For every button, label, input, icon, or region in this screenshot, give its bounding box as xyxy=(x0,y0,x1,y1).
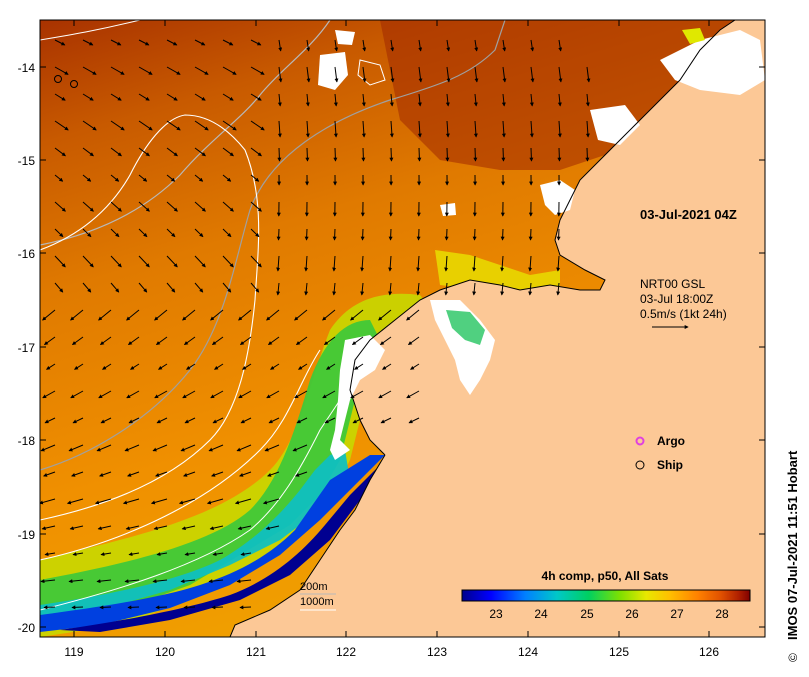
current-arrow-icon xyxy=(279,229,280,240)
cloud-mask xyxy=(335,30,355,45)
current-arrow-icon xyxy=(100,607,111,608)
current-arrow-icon xyxy=(559,148,560,161)
current-arrow-icon xyxy=(447,229,448,240)
credit-label: IMOS 07-Jul-2021 11:51 Hobart xyxy=(785,450,800,640)
current-arrow-icon xyxy=(44,607,55,608)
lat-tick-label: -17 xyxy=(18,341,36,355)
current-arrow-icon xyxy=(335,229,336,240)
current-arrow-icon xyxy=(279,148,280,161)
current-arrow-icon xyxy=(72,607,83,608)
current-model-label: NRT00 GSL xyxy=(640,277,705,291)
current-arrow-icon xyxy=(363,148,364,161)
current-arrow-icon xyxy=(531,148,532,161)
current-arrow-icon xyxy=(391,148,392,161)
colorbar-tick: 27 xyxy=(670,607,684,621)
current-arrow-icon xyxy=(307,229,308,240)
current-arrow-icon xyxy=(475,229,476,240)
lon-tick-label: 126 xyxy=(699,645,719,659)
colorbar-title: 4h comp, p50, All Sats xyxy=(542,569,669,583)
current-arrow-icon xyxy=(391,229,392,240)
lon-tick-label: 119 xyxy=(64,645,83,659)
lat-tick-label: -19 xyxy=(18,528,36,542)
ship-label: Ship xyxy=(657,458,683,472)
lon-tick-label: 122 xyxy=(336,645,356,659)
current-arrow-icon xyxy=(587,148,588,161)
colorbar-tick: 24 xyxy=(534,607,548,621)
colorbar-tick: 25 xyxy=(580,607,594,621)
lat-tick-label: -14 xyxy=(18,61,36,75)
lat-tick-label: -18 xyxy=(18,434,36,448)
current-arrow-icon xyxy=(363,229,364,240)
contour-200m-label: 200m xyxy=(300,581,328,593)
lon-tick-label: 121 xyxy=(246,645,266,659)
colorbar-tick: 23 xyxy=(489,607,503,621)
current-arrow-icon xyxy=(240,607,251,608)
current-arrow-icon xyxy=(503,148,504,161)
plot-area xyxy=(40,20,765,637)
current-arrow-icon xyxy=(559,229,560,240)
current-arrow-icon xyxy=(212,607,223,608)
lon-tick-label: 124 xyxy=(518,645,538,659)
current-arrow-icon xyxy=(531,229,532,240)
current-arrow-icon xyxy=(335,148,336,161)
current-arrow-icon xyxy=(156,607,167,608)
colorbar-tick: 26 xyxy=(625,607,639,621)
current-arrow-icon xyxy=(419,229,420,240)
current-time-label: 03-Jul 18:00Z xyxy=(640,292,713,306)
copyright-icon: © xyxy=(786,653,800,662)
lon-tick-label: 123 xyxy=(427,645,447,659)
current-arrow-icon xyxy=(475,148,476,161)
current-arrow-icon xyxy=(447,148,448,161)
current-scale-label: 0.5m/s (1kt 24h) xyxy=(640,307,727,321)
lat-tick-label: -15 xyxy=(18,154,36,168)
argo-label: Argo xyxy=(657,434,685,448)
timestamp-label: 03-Jul-2021 04Z xyxy=(640,207,737,222)
lat-tick-label: -20 xyxy=(18,621,36,635)
lat-tick-label: -16 xyxy=(18,247,36,261)
current-arrow-icon xyxy=(184,607,195,608)
contour-1000m-label: 1000m xyxy=(300,596,334,608)
lon-tick-label: 120 xyxy=(155,645,175,659)
colorbar-gradient xyxy=(462,590,750,601)
current-arrow-icon xyxy=(128,607,139,608)
current-arrow-icon xyxy=(307,148,308,161)
current-arrow-icon xyxy=(419,148,420,161)
current-arrow-icon xyxy=(503,229,504,240)
lon-tick-label: 125 xyxy=(609,645,629,659)
colorbar-tick: 28 xyxy=(715,607,729,621)
